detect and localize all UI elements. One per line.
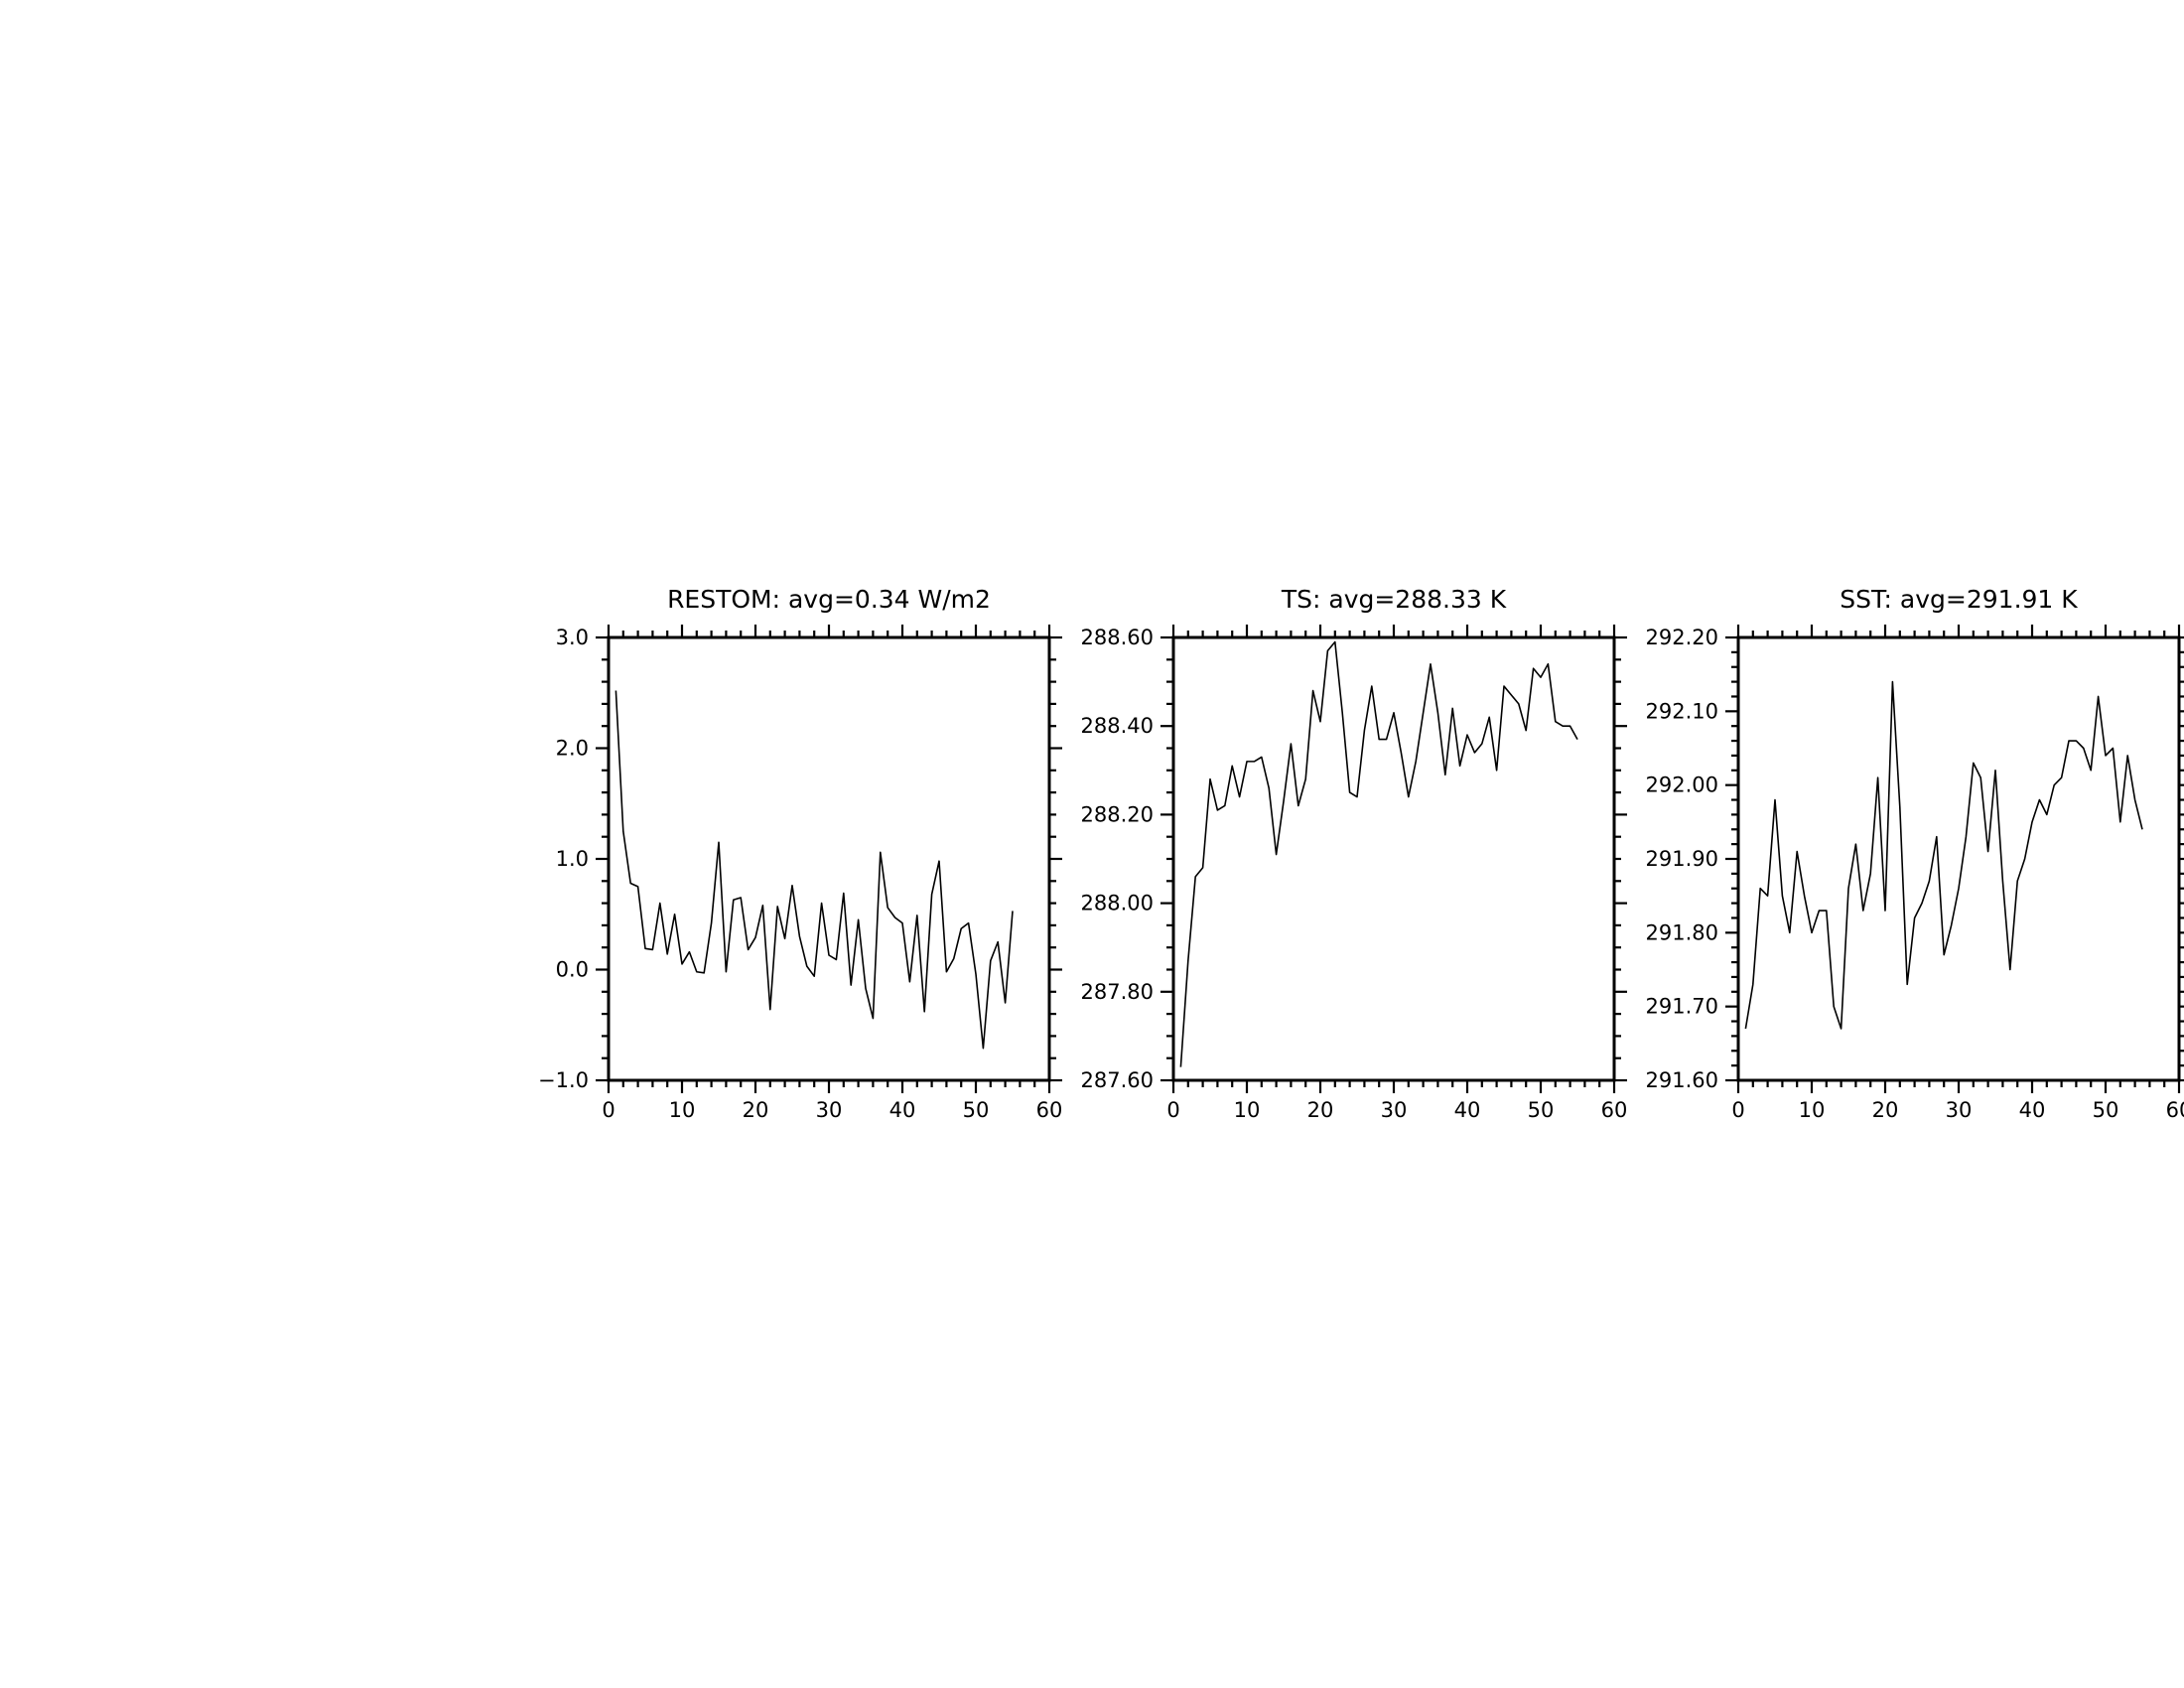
y-tick-label: 1.0 [556,847,589,871]
y-tick-label: 287.60 [1081,1068,1154,1092]
x-tick-label: 0 [1166,1098,1179,1122]
x-tick-label: 10 [669,1098,696,1122]
y-tick-label: 288.60 [1081,626,1154,649]
x-tick-label: 50 [963,1098,990,1122]
chart-title: SST: avg=291.91 K [1840,585,2078,614]
y-tick-label: 291.80 [1646,920,1718,944]
panels: RESTOM: avg=0.34 W/m2 0 10 20 30 40 50 60 −1.0 0.… [538,585,2184,1122]
x-tick-label: 60 [1036,1098,1063,1122]
x-tick-label: 20 [1307,1098,1334,1122]
y-tick-label: 288.20 [1081,802,1154,826]
chart-title: RESTOM: avg=0.34 W/m2 [667,585,991,614]
y-tick-label: 291.60 [1646,1068,1718,1092]
y-tick-label: 288.00 [1081,892,1154,915]
x-tick-label: 10 [1799,1098,1826,1122]
y-tick-label: 2.0 [556,737,589,761]
y-tick-label: 292.00 [1646,774,1718,797]
x-tick-label: 50 [2093,1098,2119,1122]
y-tick-label: 0.0 [556,958,589,982]
chart-panel-3: SST: avg=291.91 K 0 10 20 30 40 50 60 291.60 291.… [1646,585,2184,1122]
x-tick-label: 30 [816,1098,843,1122]
y-tick-label: 292.10 [1646,699,1718,723]
y-tick-label: 291.90 [1646,847,1718,871]
y-tick-label: 291.70 [1646,995,1718,1019]
x-tick-label: 50 [1528,1098,1555,1122]
y-tick-label: 288.40 [1081,714,1154,738]
x-tick-label: 0 [602,1098,614,1122]
x-tick-label: 40 [1454,1098,1481,1122]
x-tick-label: 10 [1234,1098,1261,1122]
y-tick-label: −1.0 [538,1068,589,1092]
x-tick-label: 40 [2019,1098,2046,1122]
x-tick-label: 60 [2166,1098,2184,1122]
x-tick-label: 30 [1381,1098,1408,1122]
y-tick-label: 3.0 [556,626,589,649]
chart-panel-1: RESTOM: avg=0.34 W/m2 0 10 20 30 40 50 60 −1.0 0.… [538,585,1062,1122]
y-tick-label: 287.80 [1081,980,1154,1004]
chart-title: TS: avg=288.33 K [1281,585,1507,614]
x-tick-label: 30 [1946,1098,1973,1122]
y-tick-label: 292.20 [1646,626,1718,649]
series-line-1 [1179,640,1578,1067]
x-tick-label: 0 [1731,1098,1744,1122]
x-tick-label: 20 [743,1098,769,1122]
x-tick-label: 40 [889,1098,916,1122]
series-line-1 [614,690,1014,1050]
x-tick-label: 20 [1872,1098,1899,1122]
x-tick-label: 60 [1601,1098,1628,1122]
chart-panel-2: TS: avg=288.33 K 0 10 20 30 40 50 60 287.60 287.8… [1081,585,1628,1122]
series-line-1 [1744,680,2143,1030]
